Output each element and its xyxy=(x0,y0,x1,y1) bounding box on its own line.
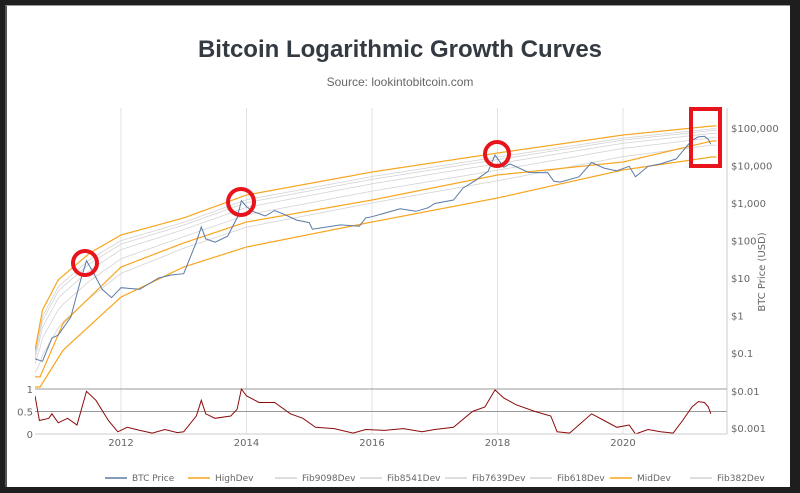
legend-item-label: Fib382Dev xyxy=(717,474,765,484)
legend-item-label: Fib9098Dev xyxy=(302,474,356,484)
fib-curve-fib618dev xyxy=(35,137,717,365)
x-tick-label: 2020 xyxy=(610,438,635,449)
fib-curve-fib9098dev xyxy=(35,128,717,354)
y-tick-label: $10 xyxy=(731,274,750,285)
annotation-circle xyxy=(483,140,511,168)
x-tick-label: 2018 xyxy=(485,438,510,449)
lowdev-curve xyxy=(35,156,717,388)
chart-frame xyxy=(5,5,790,487)
oscillator-tick-label: 0.5 xyxy=(17,408,33,419)
x-tick-label: 2016 xyxy=(359,438,384,449)
fib-curve-fib7639dev xyxy=(35,132,717,359)
y-axis-title: BTC Price (USD) xyxy=(757,232,768,311)
legend-item-label: MidDev xyxy=(637,474,671,484)
btc-price-line xyxy=(35,135,712,362)
annotation-circle xyxy=(71,249,99,277)
legend-item-label: HighDev xyxy=(215,474,254,484)
y-tick-label: $10,000 xyxy=(731,162,772,173)
y-tick-label: $0.001 xyxy=(731,424,766,435)
oscillator-line xyxy=(35,387,712,434)
y-tick-label: $0.1 xyxy=(731,349,753,360)
chart-subtitle: Source: lookintobitcoin.com xyxy=(326,75,474,89)
x-tick-label: 2012 xyxy=(108,438,133,449)
legend-item-label: Fib8541Dev xyxy=(387,474,441,484)
middev-curve xyxy=(35,140,717,378)
annotation-rectangle xyxy=(689,107,722,168)
fib-curve-fib8541dev xyxy=(35,130,717,356)
y-tick-label: $0.01 xyxy=(731,387,760,398)
oscillator-tick-label: 1 xyxy=(27,385,33,396)
highdev-curve xyxy=(35,125,717,351)
annotation-circle xyxy=(226,187,256,217)
y-tick-label: $1,000 xyxy=(731,199,766,210)
chart-title: Bitcoin Logarithmic Growth Curves xyxy=(197,36,603,63)
fib-curve-fib382dev xyxy=(35,144,717,374)
legend-item-label: Fib618Dev xyxy=(557,474,605,484)
y-tick-label: $100 xyxy=(731,237,756,248)
oscillator-tick-label: 0 xyxy=(27,430,33,441)
x-tick-label: 2014 xyxy=(234,438,259,449)
legend-item-label: BTC Price xyxy=(132,474,175,484)
y-tick-label: $100,000 xyxy=(731,124,779,135)
legend-item-label: Fib7639Dev xyxy=(472,474,526,484)
y-tick-label: $1 xyxy=(731,312,744,323)
